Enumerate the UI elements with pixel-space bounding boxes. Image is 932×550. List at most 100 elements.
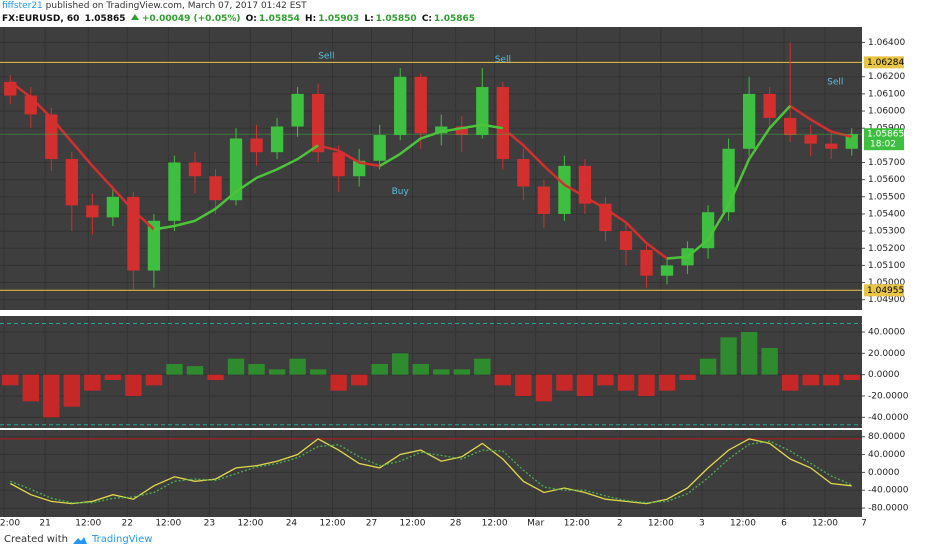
histogram-bar (186, 366, 204, 375)
candle-body (435, 126, 448, 134)
y-tick-label: 1.06200 (868, 72, 905, 82)
x-tick-label: 23 (204, 519, 215, 529)
histogram-bar (802, 374, 819, 386)
x-tick-label: 12:00 (155, 519, 181, 529)
level-label-bg (864, 56, 904, 69)
time-axis-bg (0, 517, 932, 531)
candle-body (127, 196, 140, 271)
y-tick-label: 1.05500 (868, 192, 905, 202)
x-tick-label: 24 (286, 519, 298, 529)
x-tick-label: 6 (781, 519, 787, 529)
pane-bg (0, 316, 862, 428)
o-value: 1.05854 (258, 14, 300, 24)
logo (72, 536, 87, 544)
last-price-bg (864, 128, 904, 151)
x-tick-label: 22 (122, 519, 133, 529)
series-line (9, 438, 852, 505)
x-tick-label: 7 (861, 519, 867, 529)
y-tick-label: 1.05000 (868, 278, 905, 288)
histogram-bar (268, 369, 286, 375)
histogram-bar (248, 364, 265, 375)
level-label: 1.06284 (867, 58, 904, 68)
footer: Created with TradingView (4, 534, 152, 545)
histogram-bar (145, 374, 163, 386)
histogram-bar (597, 374, 614, 386)
up-arrow (130, 14, 139, 20)
candle-body (394, 76, 407, 136)
change: +0.00049 (+0.05%) (141, 14, 241, 24)
y-tick-label: 1.05300 (868, 227, 905, 237)
x-tick-label: Mar (527, 519, 544, 529)
x-tick-label: 12:00 (482, 519, 508, 529)
y-tick-label: 0.0000 (868, 468, 900, 478)
histogram-bar (617, 374, 635, 391)
y-tick-label: -40.0000 (868, 486, 909, 496)
candle-body (229, 138, 243, 201)
candle-body (784, 117, 797, 136)
c-value: 1.05865 (434, 14, 476, 24)
chart: 1.04900 1.05000 1.05100 1.05200 1.05300 1.054… (0, 27, 932, 531)
candle-body (291, 93, 304, 127)
candle-body (804, 135, 817, 144)
histogram-bar (104, 374, 122, 380)
signal-label: Sell (495, 55, 511, 65)
histogram-bar (535, 374, 553, 402)
candle-body (353, 160, 366, 177)
histogram-bar (227, 358, 245, 375)
histogram-bar (699, 358, 717, 375)
x-tick-label: 27 (366, 519, 377, 529)
histogram-bar (392, 353, 409, 375)
candle-body (414, 76, 427, 134)
y-tick-label: 20.0000 (868, 349, 905, 359)
y-tick-label: 1.06000 (868, 107, 905, 117)
histogram-bar (125, 374, 142, 396)
histogram-bar (412, 364, 429, 375)
candle-body (763, 93, 776, 118)
histogram-bar (43, 374, 60, 418)
x-tick-label: 2:00 (0, 519, 20, 529)
y-tick-label: 40.0000 (868, 450, 905, 460)
histogram-bar (781, 374, 799, 391)
series-line (153, 105, 792, 260)
histogram-bar (720, 337, 737, 375)
histogram-bar (433, 369, 450, 375)
candle-body (476, 87, 489, 136)
candle-body (517, 159, 530, 187)
histogram-bar (761, 348, 778, 375)
histogram-bar (63, 374, 81, 407)
x-tick-label: 28 (450, 519, 462, 529)
created-with: Created with (4, 534, 68, 545)
candle-body (209, 176, 222, 201)
candle-body (188, 162, 202, 177)
histogram-bar (823, 374, 840, 386)
y-tick-label: 1.06100 (868, 89, 905, 99)
x-tick-label: 12:00 (564, 519, 590, 529)
y-tick-label: 0.0000 (868, 370, 900, 380)
x-tick-label: 3 (699, 519, 705, 529)
histogram-bar (843, 374, 860, 380)
signal-label: Buy (392, 187, 410, 197)
histogram-bar (207, 374, 224, 380)
histogram-bar (515, 374, 532, 396)
price: 1.05865 (84, 14, 126, 24)
countdown: 18:02 (870, 140, 896, 150)
l-value: 1.05850 (375, 14, 417, 24)
candle-body (455, 126, 468, 136)
level-label: 1.04955 (867, 286, 904, 296)
candle-body (742, 93, 756, 149)
h-value: 1.05903 (318, 14, 360, 24)
histogram-bar (309, 369, 327, 375)
candle-body (45, 114, 58, 160)
publisher: fiffster21 (2, 1, 43, 11)
histogram-bar (740, 332, 758, 375)
x-tick-label: 12:00 (730, 519, 756, 529)
h-label: H: (305, 14, 317, 24)
candle-body (640, 249, 653, 276)
candle-body (106, 196, 120, 218)
y-tick-label: 1.05600 (868, 175, 905, 185)
histogram-bar (658, 374, 676, 391)
y-tick-label: 1.05400 (868, 209, 905, 219)
brand: TradingView (91, 534, 153, 545)
pane-bg (0, 430, 862, 517)
